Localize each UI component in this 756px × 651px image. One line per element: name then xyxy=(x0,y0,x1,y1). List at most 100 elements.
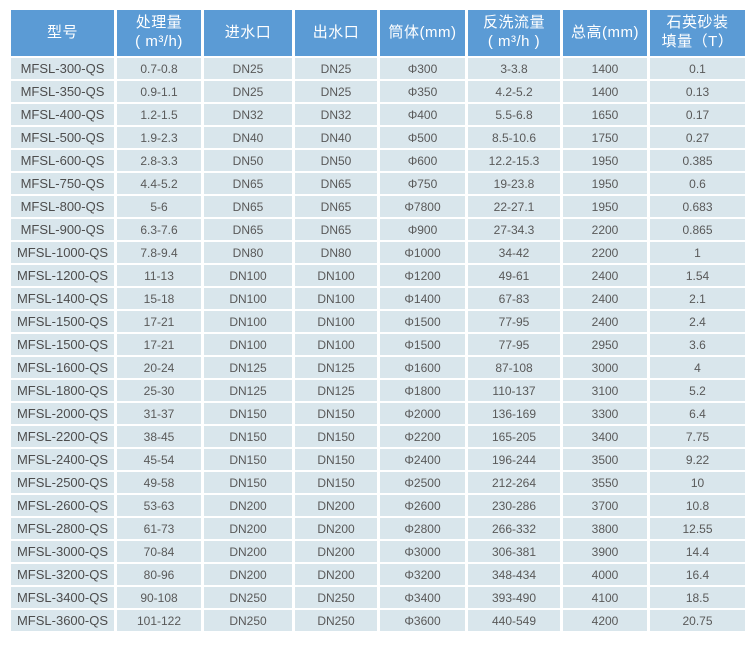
table-cell: MFSL-2800-QS xyxy=(11,518,114,539)
table-cell: MFSL-350-QS xyxy=(11,81,114,102)
table-cell: DN200 xyxy=(295,564,377,585)
table-cell: 2400 xyxy=(563,311,647,332)
table-row: MFSL-1000-QS 7.8-9.4 DN80 DN80 Φ1000 34-42 220… xyxy=(11,242,745,263)
table-cell: 25-30 xyxy=(117,380,201,401)
table-row: MFSL-2600-QS 53-63 DN200 DN200 Φ2600 230-286 3… xyxy=(11,495,745,516)
table-cell: DN200 xyxy=(295,495,377,516)
table-cell: DN32 xyxy=(204,104,292,125)
table-cell: DN200 xyxy=(295,541,377,562)
table-cell: 2200 xyxy=(563,242,647,263)
table-cell: MFSL-400-QS xyxy=(11,104,114,125)
table-cell: 1.2-1.5 xyxy=(117,104,201,125)
table-cell: 4100 xyxy=(563,587,647,608)
table-cell: 20.75 xyxy=(650,610,745,631)
table-cell: DN100 xyxy=(204,311,292,332)
table-cell: 6.3-7.6 xyxy=(117,219,201,240)
table-cell: DN125 xyxy=(204,380,292,401)
table-cell: 53-63 xyxy=(117,495,201,516)
table-cell: DN25 xyxy=(204,81,292,102)
table-cell: Φ500 xyxy=(380,127,465,148)
table-cell: MFSL-500-QS xyxy=(11,127,114,148)
table-cell: 3000 xyxy=(563,357,647,378)
table-cell: DN40 xyxy=(204,127,292,148)
table-row: MFSL-800-QS 5-6 DN65 DN65 Φ7800 22-27.1 1950 0.… xyxy=(11,196,745,217)
table-cell: 3800 xyxy=(563,518,647,539)
table-cell: Φ750 xyxy=(380,173,465,194)
table-cell: 4.2-5.2 xyxy=(468,81,560,102)
table-cell: Φ1500 xyxy=(380,311,465,332)
table-cell: Φ1000 xyxy=(380,242,465,263)
table-cell: DN40 xyxy=(295,127,377,148)
header-inlet: 进水口 xyxy=(204,10,292,56)
table-cell: 266-332 xyxy=(468,518,560,539)
table-cell: 110-137 xyxy=(468,380,560,401)
table-cell: 0.385 xyxy=(650,150,745,171)
table-cell: DN25 xyxy=(295,58,377,79)
header-total-height: 总高(mm) xyxy=(563,10,647,56)
table-cell: 19-23.8 xyxy=(468,173,560,194)
header-row: 型号 处理量 ( m³/h) 进水口 出水口 筒体(mm) 反洗流量 ( m³/… xyxy=(11,10,745,56)
table-cell: Φ3000 xyxy=(380,541,465,562)
table-cell: DN100 xyxy=(204,265,292,286)
table-cell: 165-205 xyxy=(468,426,560,447)
table-cell: DN250 xyxy=(295,610,377,631)
table-cell: DN150 xyxy=(204,426,292,447)
table-cell: 18.5 xyxy=(650,587,745,608)
table-cell: DN65 xyxy=(204,196,292,217)
table-cell: 2400 xyxy=(563,288,647,309)
table-cell: 80-96 xyxy=(117,564,201,585)
table-cell: 4 xyxy=(650,357,745,378)
table-row: MFSL-500-QS 1.9-2.3 DN40 DN40 Φ500 8.5-10.6 17… xyxy=(11,127,745,148)
table-cell: 6.4 xyxy=(650,403,745,424)
table-cell: 0.13 xyxy=(650,81,745,102)
table-cell: 31-37 xyxy=(117,403,201,424)
table-cell: 3-3.8 xyxy=(468,58,560,79)
table-cell: MFSL-1200-QS xyxy=(11,265,114,286)
table-cell: 1400 xyxy=(563,58,647,79)
table-cell: MFSL-1500-QS xyxy=(11,334,114,355)
table-cell: MFSL-3400-QS xyxy=(11,587,114,608)
table-cell: DN50 xyxy=(295,150,377,171)
table-cell: Φ1600 xyxy=(380,357,465,378)
table-cell: 3550 xyxy=(563,472,647,493)
table-cell: DN150 xyxy=(295,449,377,470)
table-cell: MFSL-2400-QS xyxy=(11,449,114,470)
table-cell: 2.4 xyxy=(650,311,745,332)
table-cell: DN150 xyxy=(204,449,292,470)
table-cell: Φ1400 xyxy=(380,288,465,309)
table-cell: 230-286 xyxy=(468,495,560,516)
table-cell: DN200 xyxy=(204,564,292,585)
table-cell: 8.5-10.6 xyxy=(468,127,560,148)
table-row: MFSL-1600-QS 20-24 DN125 DN125 Φ1600 87-108 30… xyxy=(11,357,745,378)
table-cell: DN100 xyxy=(295,265,377,286)
table-cell: 0.27 xyxy=(650,127,745,148)
table-cell: DN65 xyxy=(204,173,292,194)
table-cell: DN150 xyxy=(204,403,292,424)
table-cell: 17-21 xyxy=(117,311,201,332)
table-cell: 0.1 xyxy=(650,58,745,79)
spec-table-header: 型号 处理量 ( m³/h) 进水口 出水口 筒体(mm) 反洗流量 ( m³/… xyxy=(11,10,745,56)
header-outlet: 出水口 xyxy=(295,10,377,56)
table-cell: MFSL-1800-QS xyxy=(11,380,114,401)
table-cell: 49-58 xyxy=(117,472,201,493)
table-row: MFSL-3000-QS 70-84 DN200 DN200 Φ3000 306-381 3… xyxy=(11,541,745,562)
table-cell: DN200 xyxy=(204,518,292,539)
table-cell: 1400 xyxy=(563,81,647,102)
table-cell: 5-6 xyxy=(117,196,201,217)
table-cell: 17-21 xyxy=(117,334,201,355)
table-cell: Φ2800 xyxy=(380,518,465,539)
table-row: MFSL-2500-QS 49-58 DN150 DN150 Φ2500 212-264 3… xyxy=(11,472,745,493)
table-cell: 196-244 xyxy=(468,449,560,470)
table-cell: Φ900 xyxy=(380,219,465,240)
table-cell: 49-61 xyxy=(468,265,560,286)
table-cell: DN125 xyxy=(295,380,377,401)
table-cell: 20-24 xyxy=(117,357,201,378)
table-cell: 0.9-1.1 xyxy=(117,81,201,102)
table-cell: Φ1200 xyxy=(380,265,465,286)
table-cell: 0.7-0.8 xyxy=(117,58,201,79)
table-cell: DN150 xyxy=(295,426,377,447)
table-row: MFSL-350-QS 0.9-1.1 DN25 DN25 Φ350 4.2-5.2 140… xyxy=(11,81,745,102)
header-cylinder: 筒体(mm) xyxy=(380,10,465,56)
table-cell: 3900 xyxy=(563,541,647,562)
table-cell: 2400 xyxy=(563,265,647,286)
